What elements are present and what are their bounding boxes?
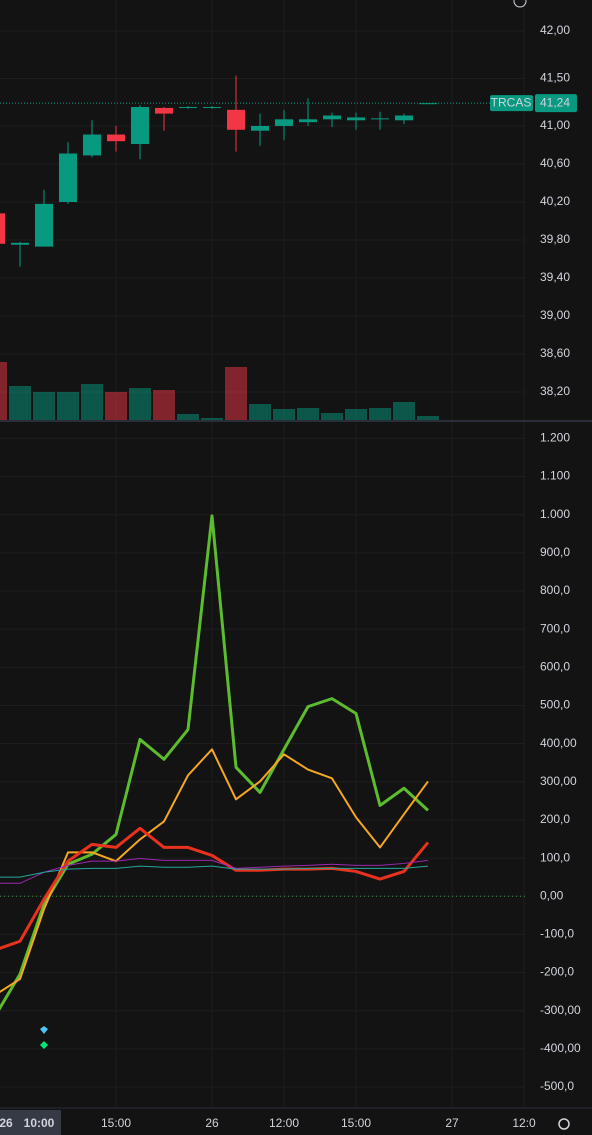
price-box — [535, 94, 577, 113]
symbol-label: TRCAS — [491, 95, 532, 109]
y-tick-label: 41,50 — [540, 71, 570, 85]
candle-body — [203, 106, 221, 108]
volume-bar — [177, 414, 199, 420]
volume-bar — [297, 408, 319, 420]
candle-body — [347, 117, 365, 121]
signal-marker — [40, 1041, 48, 1049]
x-tick-label: 27 — [445, 1116, 459, 1130]
volume-bar — [321, 413, 343, 420]
candle-body — [35, 203, 53, 247]
candle-body — [0, 213, 5, 244]
volume-bar — [369, 408, 391, 420]
y-tick-label: 800,0 — [540, 583, 570, 597]
candle-body — [323, 115, 341, 120]
y-tick-label: 38,20 — [540, 384, 570, 398]
candle-body — [131, 106, 149, 145]
y-tick-label: 0,00 — [540, 888, 564, 902]
x-tick-label: 12:0 — [512, 1116, 536, 1130]
volume-bar — [153, 390, 175, 420]
y-tick-label: 39,00 — [540, 308, 570, 322]
volume-bar — [249, 404, 271, 420]
candle-body — [251, 125, 269, 131]
volume-bar — [129, 388, 151, 420]
y-tick-label: 200,0 — [540, 812, 570, 826]
volume-bar — [201, 418, 223, 420]
y-tick-label: -200,0 — [540, 965, 574, 979]
y-tick-label: 1.000 — [540, 507, 570, 521]
volume-bar — [225, 367, 247, 420]
indicator-line — [0, 748, 429, 993]
y-tick-label: -300,00 — [540, 1003, 581, 1017]
y-tick-label: 600,0 — [540, 659, 570, 673]
y-tick-label: 40,20 — [540, 194, 570, 208]
volume-bar — [33, 392, 55, 420]
y-tick-label: 400,00 — [540, 736, 577, 750]
indicator-line — [0, 857, 429, 884]
indicator-line — [0, 514, 430, 1011]
candle-body — [419, 103, 437, 105]
x-tick-label: 26 — [205, 1116, 219, 1130]
volume-bar — [417, 416, 439, 420]
y-tick-label: 300,00 — [540, 774, 577, 788]
add-icon[interactable] — [513, 0, 527, 8]
volume-bar — [0, 362, 7, 420]
candle-body — [275, 119, 293, 126]
x-tick-label: 15:00 — [101, 1116, 131, 1130]
y-tick-label: -100,0 — [540, 927, 574, 941]
candle-body — [371, 118, 389, 120]
candle-body — [227, 109, 245, 130]
volume-bar — [57, 392, 79, 420]
y-tick-label: 38,60 — [540, 346, 570, 360]
volume-bar — [273, 409, 295, 420]
y-tick-label: 900,0 — [540, 545, 570, 559]
y-tick-label: 40,60 — [540, 156, 570, 170]
signal-marker — [40, 1026, 48, 1034]
last-price-label: 41,24 — [540, 95, 570, 109]
y-tick-label: -500,0 — [540, 1079, 574, 1093]
candle-body — [299, 119, 317, 123]
candle-body — [11, 242, 29, 245]
y-tick-label: 39,80 — [540, 232, 570, 246]
cursor-label-box — [0, 1110, 61, 1135]
candle-body — [155, 107, 173, 114]
y-tick-label: 39,40 — [540, 270, 570, 284]
y-tick-label: -400,00 — [540, 1041, 581, 1055]
volume-bar — [9, 386, 31, 420]
y-tick-label: 42,00 — [540, 23, 570, 37]
y-tick-label: 1.100 — [540, 469, 570, 483]
y-tick-label: 700,0 — [540, 621, 570, 635]
settings-icon[interactable] — [558, 1118, 570, 1130]
indicator-line — [0, 865, 429, 878]
volume-bar — [81, 384, 103, 420]
y-tick-label: 41,00 — [540, 118, 570, 132]
cursor-label: 26 — [0, 1116, 13, 1130]
candle-body — [107, 134, 125, 142]
candle-body — [395, 115, 413, 121]
indicator-line — [0, 826, 430, 950]
volume-bar — [393, 402, 415, 420]
volume-bar — [105, 392, 127, 420]
y-tick-label: 500,0 — [540, 698, 570, 712]
volume-bar — [345, 409, 367, 420]
candle-body — [179, 106, 197, 108]
x-tick-label: 12:00 — [269, 1116, 299, 1130]
symbol-box — [490, 95, 533, 112]
candle-body — [83, 134, 101, 156]
grid — [0, 0, 525, 1108]
cursor-label: 10:00 — [24, 1116, 55, 1130]
candle-body — [59, 153, 77, 202]
y-tick-label: 1.200 — [540, 431, 570, 445]
y-tick-label: 100,0 — [540, 850, 570, 864]
x-tick-label: 15:00 — [341, 1116, 371, 1130]
